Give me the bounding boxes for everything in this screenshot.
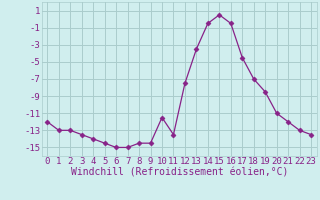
X-axis label: Windchill (Refroidissement éolien,°C): Windchill (Refroidissement éolien,°C) xyxy=(70,168,288,178)
